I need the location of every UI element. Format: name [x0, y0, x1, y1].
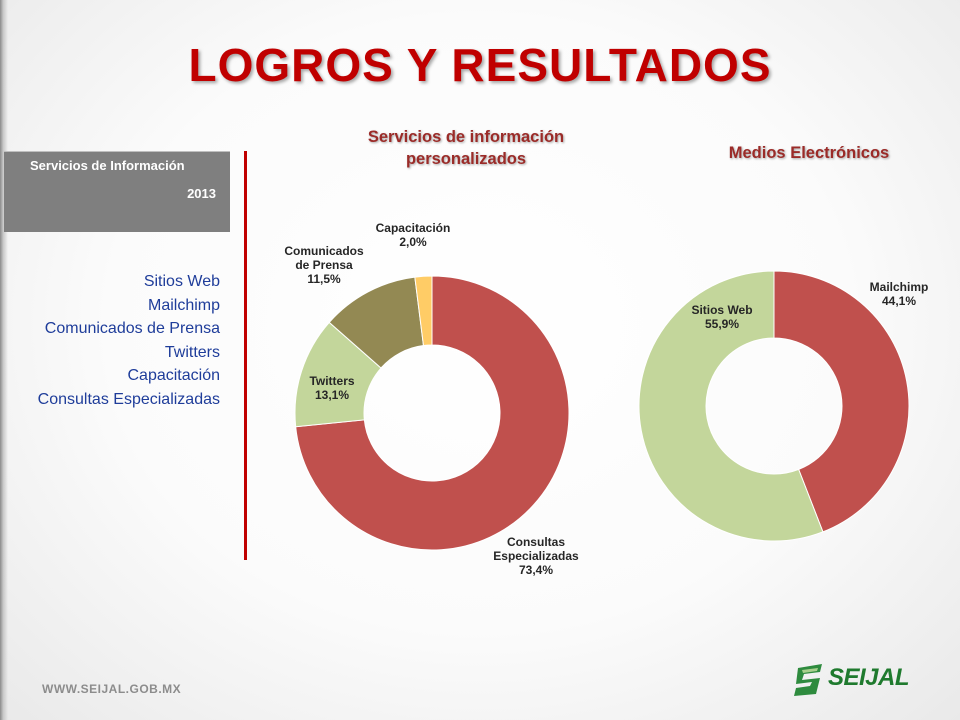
slide-left-edge	[0, 0, 8, 720]
seijal-logo: SEIJAL	[792, 660, 920, 698]
footer-url: WWW.SEIJAL.GOB.MX	[42, 682, 182, 696]
slice-capacitaci-n	[414, 275, 433, 347]
data-label: Sitios Web 55,9%	[691, 303, 752, 331]
data-label: Twitters 13,1%	[309, 374, 354, 402]
slice-sitios-web	[638, 270, 824, 542]
slide-title: LOGROS Y RESULTADOS	[188, 39, 772, 91]
data-label: Mailchimp 44,1%	[870, 280, 929, 308]
category-item: Mailchimp	[147, 296, 220, 314]
slice-mailchimp	[773, 270, 910, 533]
info-box-year: 2013	[187, 186, 216, 201]
category-item: Twitters	[164, 343, 220, 361]
chart-title: Medios Electrónicos	[728, 144, 890, 162]
chart-title: Servicios de información personalizados	[367, 128, 565, 168]
vertical-divider	[244, 151, 247, 560]
info-box: Servicios de Información 2013	[4, 151, 230, 232]
data-label: Capacitación 2,0%	[376, 221, 451, 249]
category-item: Comunicados de Prensa	[44, 320, 220, 337]
data-label: Comunicados de Prensa 11,5%	[284, 244, 364, 286]
category-list: Sitios Web Mailchimp Comunicados de Pren…	[38, 270, 220, 411]
seijal-logo-icon	[794, 664, 822, 696]
slice-consultas-especializadas	[295, 275, 570, 551]
data-label: Consultas Especializadas 73,4%	[493, 535, 579, 577]
info-box-title: Servicios de Información	[30, 158, 185, 173]
category-item: Capacitación	[127, 367, 221, 384]
seijal-logo-text: SEIJAL	[828, 664, 910, 691]
category-item: Consultas Especializadas	[37, 390, 220, 408]
category-item: Sitios Web	[143, 273, 220, 290]
